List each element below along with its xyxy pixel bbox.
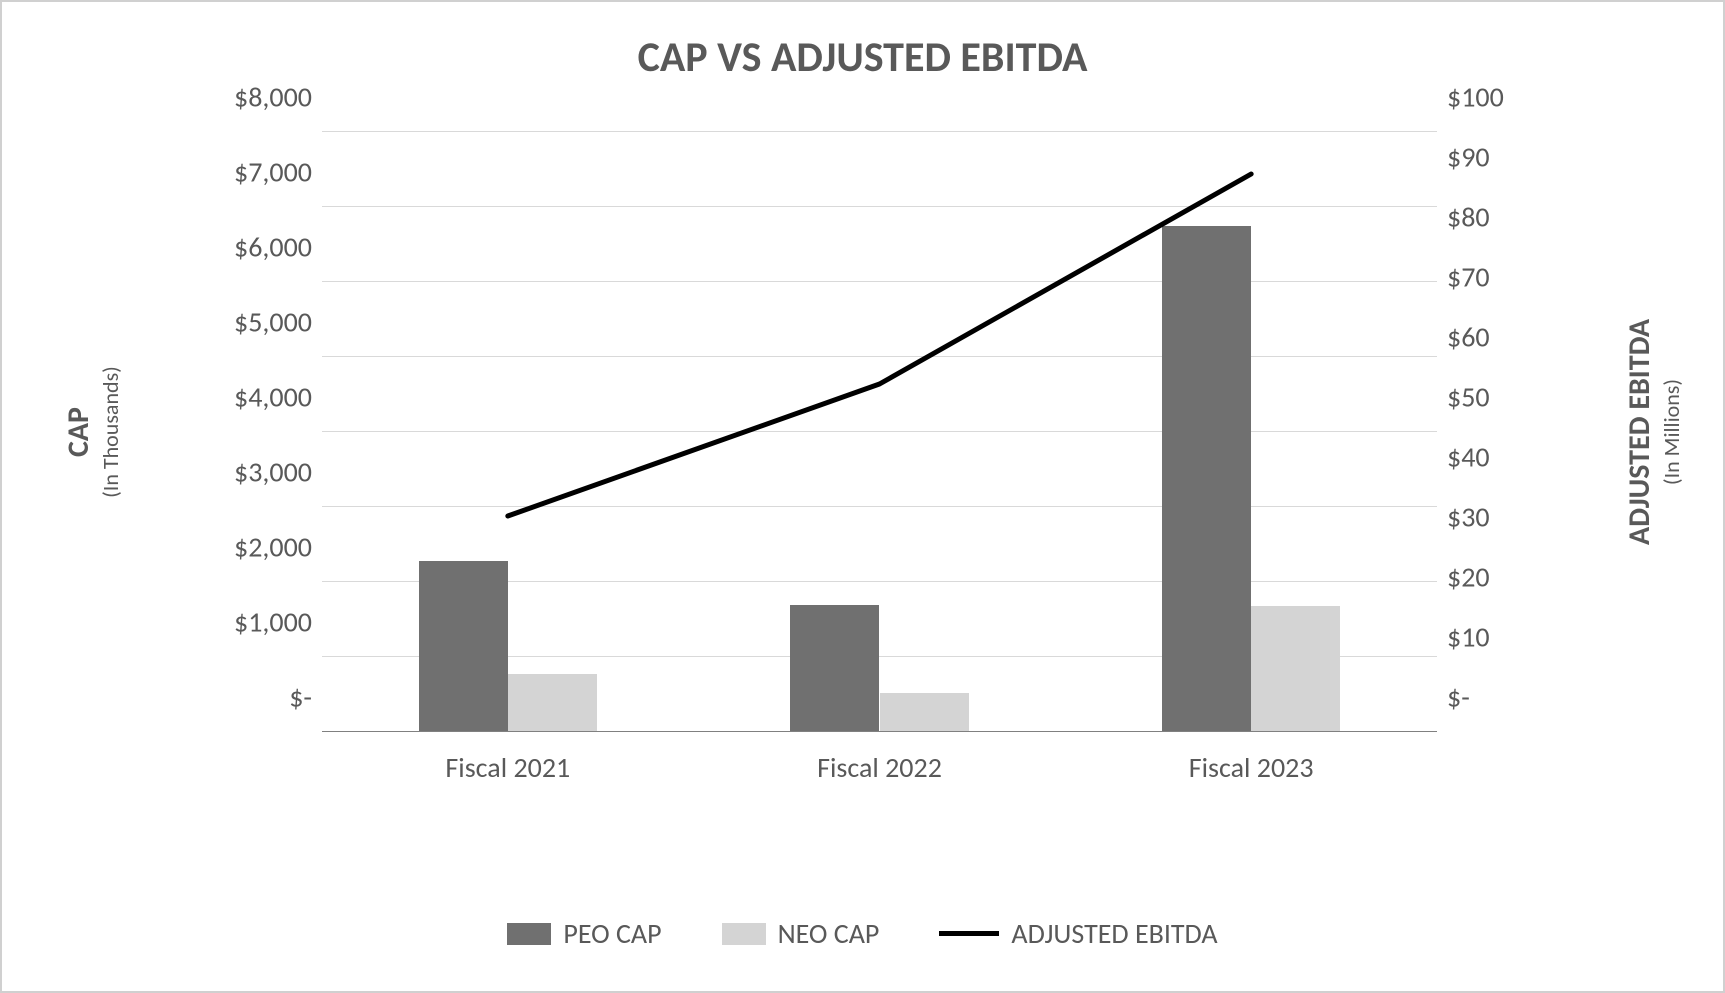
legend-item: ADJUSTED EBITDA (939, 916, 1217, 951)
x-axis-baseline (322, 731, 1437, 733)
y-right-tick: $50 (1447, 380, 1577, 415)
y-right-tick: $40 (1447, 440, 1577, 475)
x-tick: Fiscal 2021 (445, 750, 570, 785)
y-left-tick: $3,000 (2, 455, 312, 490)
y-right-tick: $100 (1447, 80, 1577, 115)
y-left-tick: $2,000 (2, 530, 312, 565)
legend-item: NEO CAP (722, 916, 880, 951)
y-left-ticks: $- $1,000 $2,000 $3,000 $4,000 $5,000 $6,000 $7… (2, 132, 312, 732)
y-left-tick: $- (2, 680, 312, 715)
y-left-tick: $7,000 (2, 155, 312, 190)
y-left-tick: $5,000 (2, 305, 312, 340)
line-layer (322, 132, 1437, 732)
legend: PEO CAP NEO CAP ADJUSTED EBITDA (2, 916, 1723, 951)
y-right-tick: $80 (1447, 200, 1577, 235)
legend-label: ADJUSTED EBITDA (1011, 916, 1217, 951)
y-right-tick: $10 (1447, 620, 1577, 655)
y-right-ticks: $-$10$20$30$40$50$60$70$80$90$100 (1447, 132, 1577, 732)
chart-title: CAP VS ADJUSTED EBITDA (2, 32, 1723, 83)
y-left-tick: $1,000 (2, 605, 312, 640)
x-tick: Fiscal 2023 (1189, 750, 1314, 785)
x-tick: Fiscal 2022 (817, 750, 942, 785)
y-right-axis-subtitle: (In Millions) (1658, 379, 1685, 485)
y-right-axis-label: ADJUSTED EBITDA (In Millions) (1623, 132, 1683, 732)
y-right-tick: $- (1447, 680, 1577, 715)
legend-swatch (507, 923, 551, 945)
y-left-tick: $4,000 (2, 380, 312, 415)
legend-item: PEO CAP (507, 916, 661, 951)
y-right-axis-title: ADJUSTED EBITDA (1621, 319, 1658, 545)
legend-swatch (722, 923, 766, 945)
y-left-tick: $6,000 (2, 230, 312, 265)
legend-label: NEO CAP (778, 916, 880, 951)
y-right-tick: $30 (1447, 500, 1577, 535)
legend-label: PEO CAP (563, 916, 661, 951)
plot-area (322, 132, 1437, 732)
x-ticks: Fiscal 2021 Fiscal 2022 Fiscal 2023 (322, 742, 1437, 792)
legend-line-swatch (939, 931, 999, 936)
y-right-tick: $70 (1447, 260, 1577, 295)
chart-container: CAP VS ADJUSTED EBITDA CAP (In Thousands… (0, 0, 1725, 993)
ebitda-line (508, 174, 1251, 516)
y-left-tick: $8,000 (2, 80, 312, 115)
y-right-tick: $20 (1447, 560, 1577, 595)
y-right-tick: $60 (1447, 320, 1577, 355)
y-right-tick: $90 (1447, 140, 1577, 175)
